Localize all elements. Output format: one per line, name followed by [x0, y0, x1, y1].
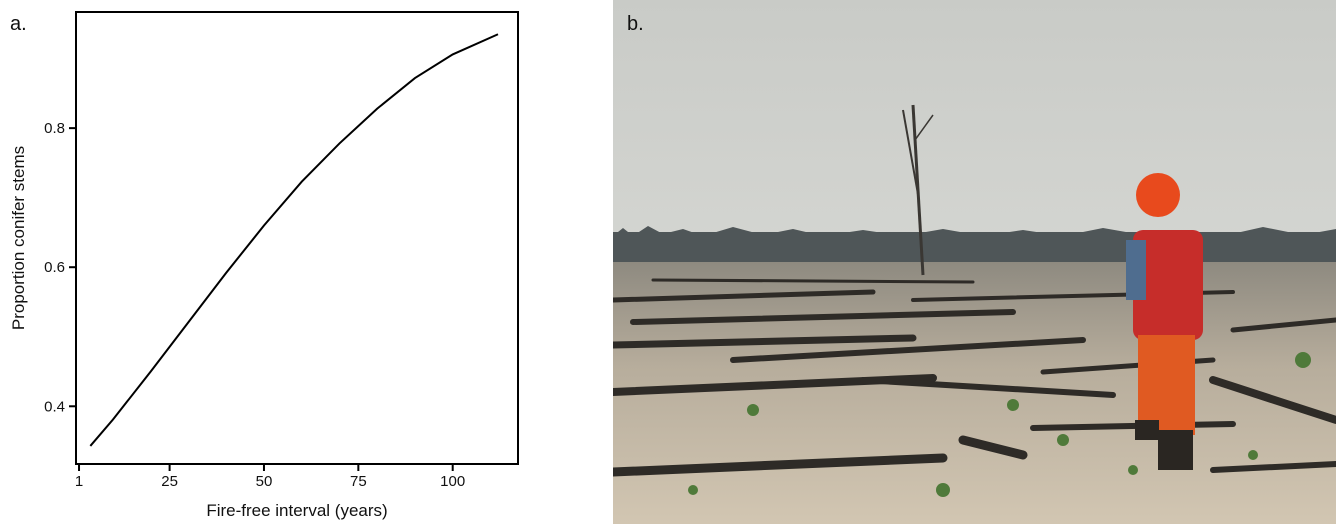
y-tick-label: 0.4 — [44, 398, 65, 415]
ground — [613, 262, 1336, 524]
firefighter — [1126, 173, 1203, 470]
data-line — [89, 33, 499, 447]
x-tick-label: 50 — [256, 473, 273, 490]
x-tick-label: 75 — [350, 473, 367, 490]
panel-label: b. — [627, 13, 644, 35]
seedlings — [688, 352, 1311, 497]
y-tick-label: 0.8 — [44, 120, 65, 137]
x-tick-label: 100 — [440, 473, 465, 490]
x-tick-label: 25 — [161, 473, 178, 490]
photo: b. — [613, 0, 1336, 524]
snag-tree — [902, 104, 934, 276]
plot-frame — [75, 11, 519, 465]
chart: a. Fire-free interval (years) Proportion… — [9, 11, 519, 520]
x-tick-label: 1 — [75, 473, 83, 490]
panel-label: a. — [10, 13, 27, 35]
y-tick-label: 0.6 — [44, 259, 65, 276]
y-axis-label: Proportion conifer stems — [9, 146, 28, 330]
x-axis-label: Fire-free interval (years) — [206, 501, 387, 520]
